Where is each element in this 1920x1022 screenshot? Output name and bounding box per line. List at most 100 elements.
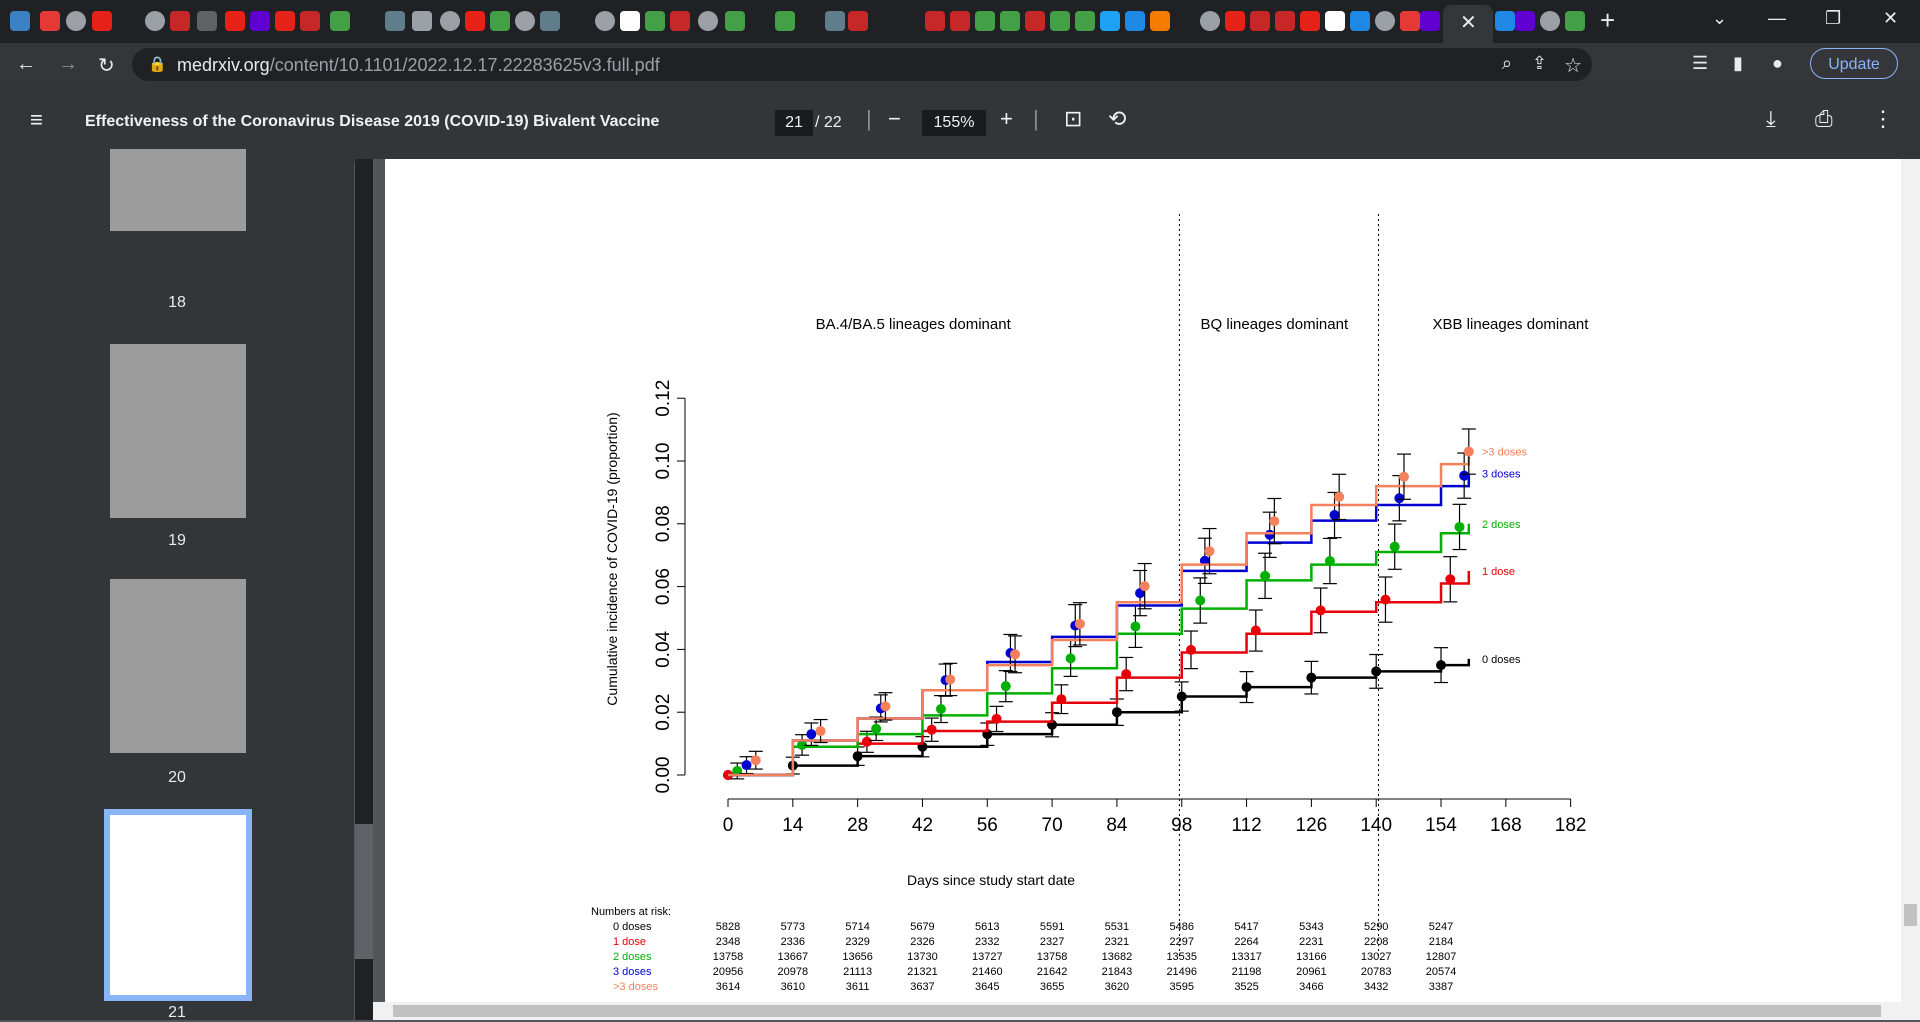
tab-favicon[interactable]: [698, 11, 718, 31]
url-text[interactable]: medrxiv.org/content/10.1101/2022.12.17.2…: [177, 55, 660, 75]
page-thumbnail-21[interactable]: [104, 809, 252, 1001]
omnibox[interactable]: 🔒 medrxiv.org/content/10.1101/2022.12.17…: [132, 48, 1592, 81]
share-icon[interactable]: ⇪: [1531, 53, 1547, 73]
tab-favicon[interactable]: [92, 11, 112, 31]
forward-icon[interactable]: →: [58, 53, 78, 75]
download-icon[interactable]: ⤓: [1766, 106, 1776, 131]
tab-favicon[interactable]: [595, 11, 615, 31]
risk-table-cell: 13535: [1166, 951, 1197, 963]
tab-favicon[interactable]: [10, 11, 30, 31]
zoom-out-icon[interactable]: −: [888, 106, 901, 131]
more-options-icon[interactable]: ⋮: [1872, 106, 1894, 131]
vertical-scrollbar[interactable]: [1901, 159, 1920, 1020]
tab-favicon[interactable]: [1125, 11, 1145, 31]
pdf-toolbar: ≡ Effectiveness of the Coronavirus Disea…: [0, 86, 1920, 159]
maximize-icon[interactable]: ❐: [1825, 8, 1842, 28]
tab-favicon[interactable]: [1420, 11, 1440, 31]
tab-favicon[interactable]: [1515, 11, 1535, 31]
tab-search-icon[interactable]: ⌄: [1712, 8, 1728, 28]
tab-favicon[interactable]: [1050, 11, 1070, 31]
tab-favicon[interactable]: [1325, 11, 1345, 31]
tab-favicon[interactable]: [1250, 11, 1270, 31]
zoom-in-icon[interactable]: +: [1000, 106, 1013, 131]
minimize-icon[interactable]: —: [1768, 8, 1786, 28]
lock-icon[interactable]: 🔒: [148, 56, 167, 73]
update-button[interactable]: Update: [1810, 48, 1898, 79]
series-end-label: 1 dose: [1482, 566, 1515, 578]
risk-table-cell: 2321: [1105, 936, 1129, 948]
tab-favicon[interactable]: [440, 11, 460, 31]
sidebar-scroll-thumb[interactable]: [355, 824, 373, 959]
rotate-icon[interactable]: ⟲: [1108, 106, 1127, 131]
print-icon[interactable]: ⎙: [1815, 106, 1833, 131]
tab-favicon[interactable]: [1025, 11, 1045, 31]
tab-favicon[interactable]: [1495, 11, 1515, 31]
tab-favicon[interactable]: [620, 11, 640, 31]
side-panel-icon[interactable]: ▮: [1733, 53, 1743, 73]
tab-favicon[interactable]: [1150, 11, 1170, 31]
horizontal-scrollbar[interactable]: [373, 1002, 1901, 1020]
tab-favicon[interactable]: [515, 11, 535, 31]
tab-favicon[interactable]: [670, 11, 690, 31]
tab-favicon[interactable]: [1565, 11, 1585, 31]
vertical-scroll-thumb[interactable]: [1904, 904, 1917, 926]
tab-favicon[interactable]: [1350, 11, 1370, 31]
tab-favicon[interactable]: [825, 11, 845, 31]
tab-favicon[interactable]: [725, 11, 745, 31]
page-thumbnail-20[interactable]: [110, 579, 246, 753]
tab-favicon[interactable]: [540, 11, 560, 31]
zoom-level-input[interactable]: 155%: [922, 110, 986, 136]
tab-favicon[interactable]: [1200, 11, 1220, 31]
page-thumbnail-19[interactable]: [110, 344, 246, 518]
sidebar-scrollbar[interactable]: [355, 159, 373, 1020]
tab-favicon[interactable]: [1100, 11, 1120, 31]
tab-favicon[interactable]: [1275, 11, 1295, 31]
risk-table-cell: 3387: [1429, 981, 1453, 993]
tab-favicon[interactable]: [1300, 11, 1320, 31]
page-number-input[interactable]: 21: [775, 110, 813, 136]
tab-favicon[interactable]: [40, 11, 60, 31]
tab-favicon[interactable]: [925, 11, 945, 31]
risk-table-cell: 21198: [1232, 966, 1262, 978]
tab-favicon[interactable]: [950, 11, 970, 31]
x-tick-label: 28: [847, 815, 868, 836]
tab-favicon[interactable]: [645, 11, 665, 31]
active-tab[interactable]: ✕: [1443, 5, 1493, 43]
tab-favicon[interactable]: [1375, 11, 1395, 31]
tab-favicon[interactable]: [490, 11, 510, 31]
tab-favicon[interactable]: [848, 11, 868, 31]
bookmark-star-icon[interactable]: ☆: [1564, 55, 1582, 77]
tab-favicon[interactable]: [465, 11, 485, 31]
tab-favicon[interactable]: [225, 11, 245, 31]
tab-favicon[interactable]: [250, 11, 270, 31]
tab-favicon[interactable]: [385, 11, 405, 31]
tab-favicon[interactable]: [170, 11, 190, 31]
tab-favicon[interactable]: [1400, 11, 1420, 31]
tab-favicon[interactable]: [145, 11, 165, 31]
reload-icon[interactable]: ↻: [98, 55, 115, 77]
tab-favicon[interactable]: [1000, 11, 1020, 31]
profile-icon[interactable]: ●: [1772, 53, 1783, 73]
tab-favicon[interactable]: [197, 11, 217, 31]
new-tab-icon[interactable]: +: [1600, 5, 1616, 35]
page-thumbnail-18[interactable]: [110, 149, 246, 231]
tab-favicon[interactable]: [1225, 11, 1245, 31]
tab-favicon[interactable]: [275, 11, 295, 31]
window-close-icon[interactable]: ✕: [1883, 8, 1899, 28]
back-icon[interactable]: ←: [16, 53, 36, 75]
tab-favicon[interactable]: [412, 11, 432, 31]
close-tab-icon[interactable]: ✕: [1460, 12, 1477, 34]
menu-icon[interactable]: ≡: [30, 107, 43, 132]
tab-favicon[interactable]: [300, 11, 320, 31]
tab-favicon[interactable]: [775, 11, 795, 31]
risk-table-cell: 3466: [1299, 981, 1323, 993]
horizontal-scroll-thumb[interactable]: [393, 1005, 1881, 1017]
tab-favicon[interactable]: [330, 11, 350, 31]
tab-favicon[interactable]: [1540, 11, 1560, 31]
tab-favicon[interactable]: [975, 11, 995, 31]
tab-favicon[interactable]: [66, 11, 86, 31]
reading-list-icon[interactable]: ☰: [1692, 53, 1709, 73]
zoom-lens-icon[interactable]: ⌕: [1501, 53, 1512, 73]
fit-page-icon[interactable]: ⊡: [1064, 106, 1083, 131]
tab-favicon[interactable]: [1075, 11, 1095, 31]
